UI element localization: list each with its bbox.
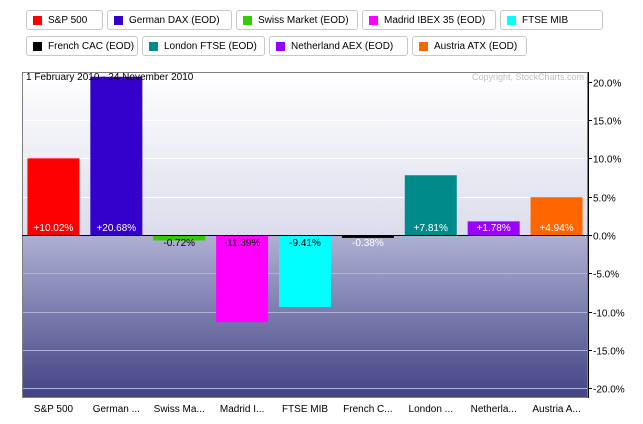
- legend-item: Madrid IBEX 35 (EOD): [362, 10, 496, 30]
- x-tick-label: S&P 500: [34, 404, 74, 415]
- legend-swatch: [243, 15, 252, 25]
- legend-item: FTSE MIB: [500, 10, 603, 30]
- y-tick-label: 10.0%: [593, 155, 621, 166]
- bar: [153, 235, 206, 241]
- legend: S&P 500 German DAX (EOD) Swiss Market (EOD…: [0, 0, 643, 62]
- copyright-label: Copyright, StockCharts.com: [472, 72, 584, 82]
- gridlines: [22, 82, 588, 389]
- bar-value-label: -11.39%: [224, 238, 261, 249]
- x-tick-label: Madrid I...: [220, 404, 264, 415]
- legend-label: Netherland AEX (EOD): [291, 40, 394, 52]
- legend-swatch: [276, 41, 285, 51]
- bar: [404, 175, 457, 235]
- x-tick-label: Netherla...: [471, 404, 517, 415]
- legend-item: French CAC (EOD): [26, 36, 138, 56]
- legend-item: Austria ATX (EOD): [412, 36, 527, 56]
- bar: [279, 235, 331, 308]
- bar-value-label: +4.94%: [539, 223, 573, 234]
- bar-value-label: +1.78%: [477, 223, 511, 234]
- bar: [216, 235, 269, 323]
- bar-value-label: +10.02%: [34, 223, 74, 234]
- legend-item: Netherland AEX (EOD): [269, 36, 408, 56]
- bar: [530, 197, 583, 235]
- legend-label: Swiss Market (EOD): [258, 14, 349, 26]
- y-tick-label: 5.0%: [593, 194, 616, 205]
- x-tick-label: Swiss Ma...: [154, 404, 205, 415]
- legend-swatch: [33, 41, 42, 51]
- legend-item: London FTSE (EOD): [142, 36, 265, 56]
- bar: [90, 76, 143, 235]
- x-tick-label: French C...: [343, 404, 392, 415]
- bar: [467, 221, 520, 235]
- legend-label: French CAC (EOD): [48, 40, 135, 52]
- y-tick-label: -15.0%: [593, 347, 625, 358]
- bar-value-label: -0.72%: [163, 238, 195, 249]
- legend-swatch: [33, 15, 42, 25]
- y-tick-label: -20.0%: [593, 385, 625, 396]
- x-tick-label: German ...: [93, 404, 140, 415]
- x-tick-label: Austria A...: [532, 404, 580, 415]
- bar-value-label: -0.38%: [352, 238, 384, 249]
- bars: [27, 76, 583, 323]
- x-tick-label: FTSE MIB: [282, 404, 328, 415]
- bar-value-label: +7.81%: [414, 223, 448, 234]
- legend-swatch: [369, 15, 378, 25]
- bar-value-label: +20.68%: [96, 223, 136, 234]
- legend-item: S&P 500: [26, 10, 103, 30]
- y-tick-label: 20.0%: [593, 79, 621, 90]
- y-tick-label: -10.0%: [593, 309, 625, 320]
- date-range-label: 1 February 2010 - 24 November 2010: [26, 72, 194, 83]
- legend-label: Austria ATX (EOD): [434, 40, 518, 52]
- x-axis: S&P 500 German ... Swiss Ma... Madrid I... F…: [34, 404, 581, 415]
- legend-label: FTSE MIB: [522, 14, 569, 26]
- bar: [341, 235, 394, 238]
- y-tick-label: 0.0%: [593, 232, 616, 243]
- y-tick-label: 15.0%: [593, 117, 621, 128]
- x-tick-label: London ...: [409, 404, 453, 415]
- bar-value-label: -9.41%: [289, 238, 321, 249]
- y-tick-label: -5.0%: [593, 270, 619, 281]
- legend-swatch: [114, 15, 123, 25]
- legend-label: S&P 500: [48, 14, 88, 26]
- legend-swatch: [149, 41, 158, 51]
- y-axis: 20.0% 15.0% 10.0% 5.0% 0.0% -5.0% -10.0% -15.0%…: [588, 72, 625, 398]
- legend-label: Madrid IBEX 35 (EOD): [384, 14, 486, 26]
- legend-item: Swiss Market (EOD): [236, 10, 358, 30]
- legend-label: London FTSE (EOD): [164, 40, 257, 52]
- legend-item: German DAX (EOD): [107, 10, 232, 30]
- legend-label: German DAX (EOD): [129, 14, 220, 26]
- legend-swatch: [507, 15, 516, 25]
- legend-swatch: [419, 41, 428, 51]
- bar-value-labels: +10.02% +20.68% -0.72% -11.39% -9.41% -0.38% +…: [34, 223, 574, 249]
- bar: [27, 158, 80, 235]
